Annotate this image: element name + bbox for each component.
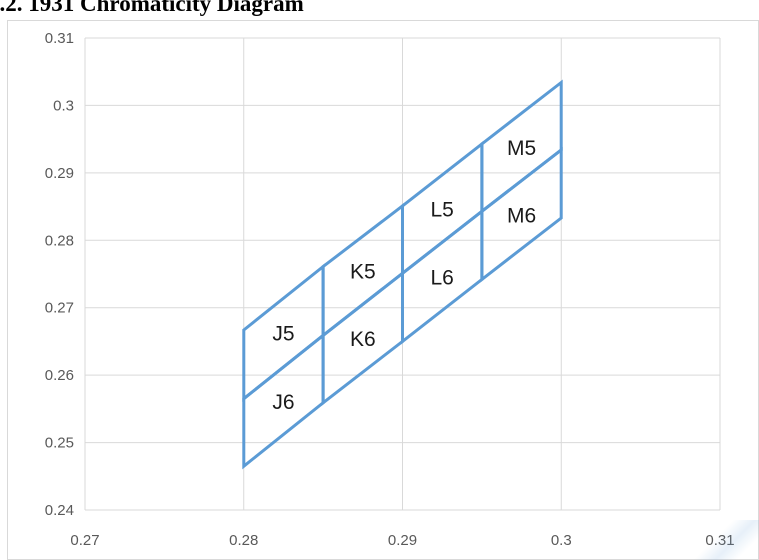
bin-label-k6: K6	[350, 328, 376, 351]
x-tick-label: 0.28	[229, 532, 258, 549]
y-tick-label: 0.28	[45, 232, 74, 249]
y-tick-label: 0.29	[45, 165, 74, 182]
chart-title-strip: 2.2. 1931 Chromaticity Diagram	[0, 0, 759, 18]
bin-labels: J5 J6 K5 K6 L5 L6 M5 M6	[272, 137, 536, 414]
bin-label-m6: M6	[507, 205, 536, 228]
y-axis-ticks: 0.24 0.25 0.26 0.27 0.28 0.29 0.3 0.31	[45, 30, 74, 519]
x-tick-label: 0.3	[551, 532, 572, 549]
bin-label-l5: L5	[431, 199, 454, 222]
x-axis-ticks: 0.27 0.28 0.29 0.3 0.31	[70, 532, 734, 549]
bin-label-m5: M5	[507, 137, 536, 160]
y-tick-label: 0.31	[45, 30, 74, 47]
y-tick-label: 0.24	[45, 502, 74, 519]
y-tick-label: 0.26	[45, 367, 74, 384]
chart-title: 2.2. 1931 Chromaticity Diagram	[0, 0, 304, 16]
bin-cell-m6	[480, 146, 563, 283]
bin-label-k5: K5	[350, 260, 376, 283]
bin-label-l6: L6	[431, 266, 454, 289]
bin-label-j5: J5	[272, 323, 294, 346]
y-tick-label: 0.25	[45, 435, 74, 452]
bin-label-j6: J6	[272, 391, 294, 414]
y-tick-label: 0.27	[45, 300, 74, 317]
x-tick-label: 0.31	[705, 532, 734, 549]
x-tick-label: 0.29	[388, 532, 417, 549]
bin-cells	[242, 79, 563, 470]
x-tick-label: 0.27	[70, 532, 99, 549]
y-tick-label: 0.3	[53, 97, 74, 114]
watermark	[689, 520, 759, 560]
